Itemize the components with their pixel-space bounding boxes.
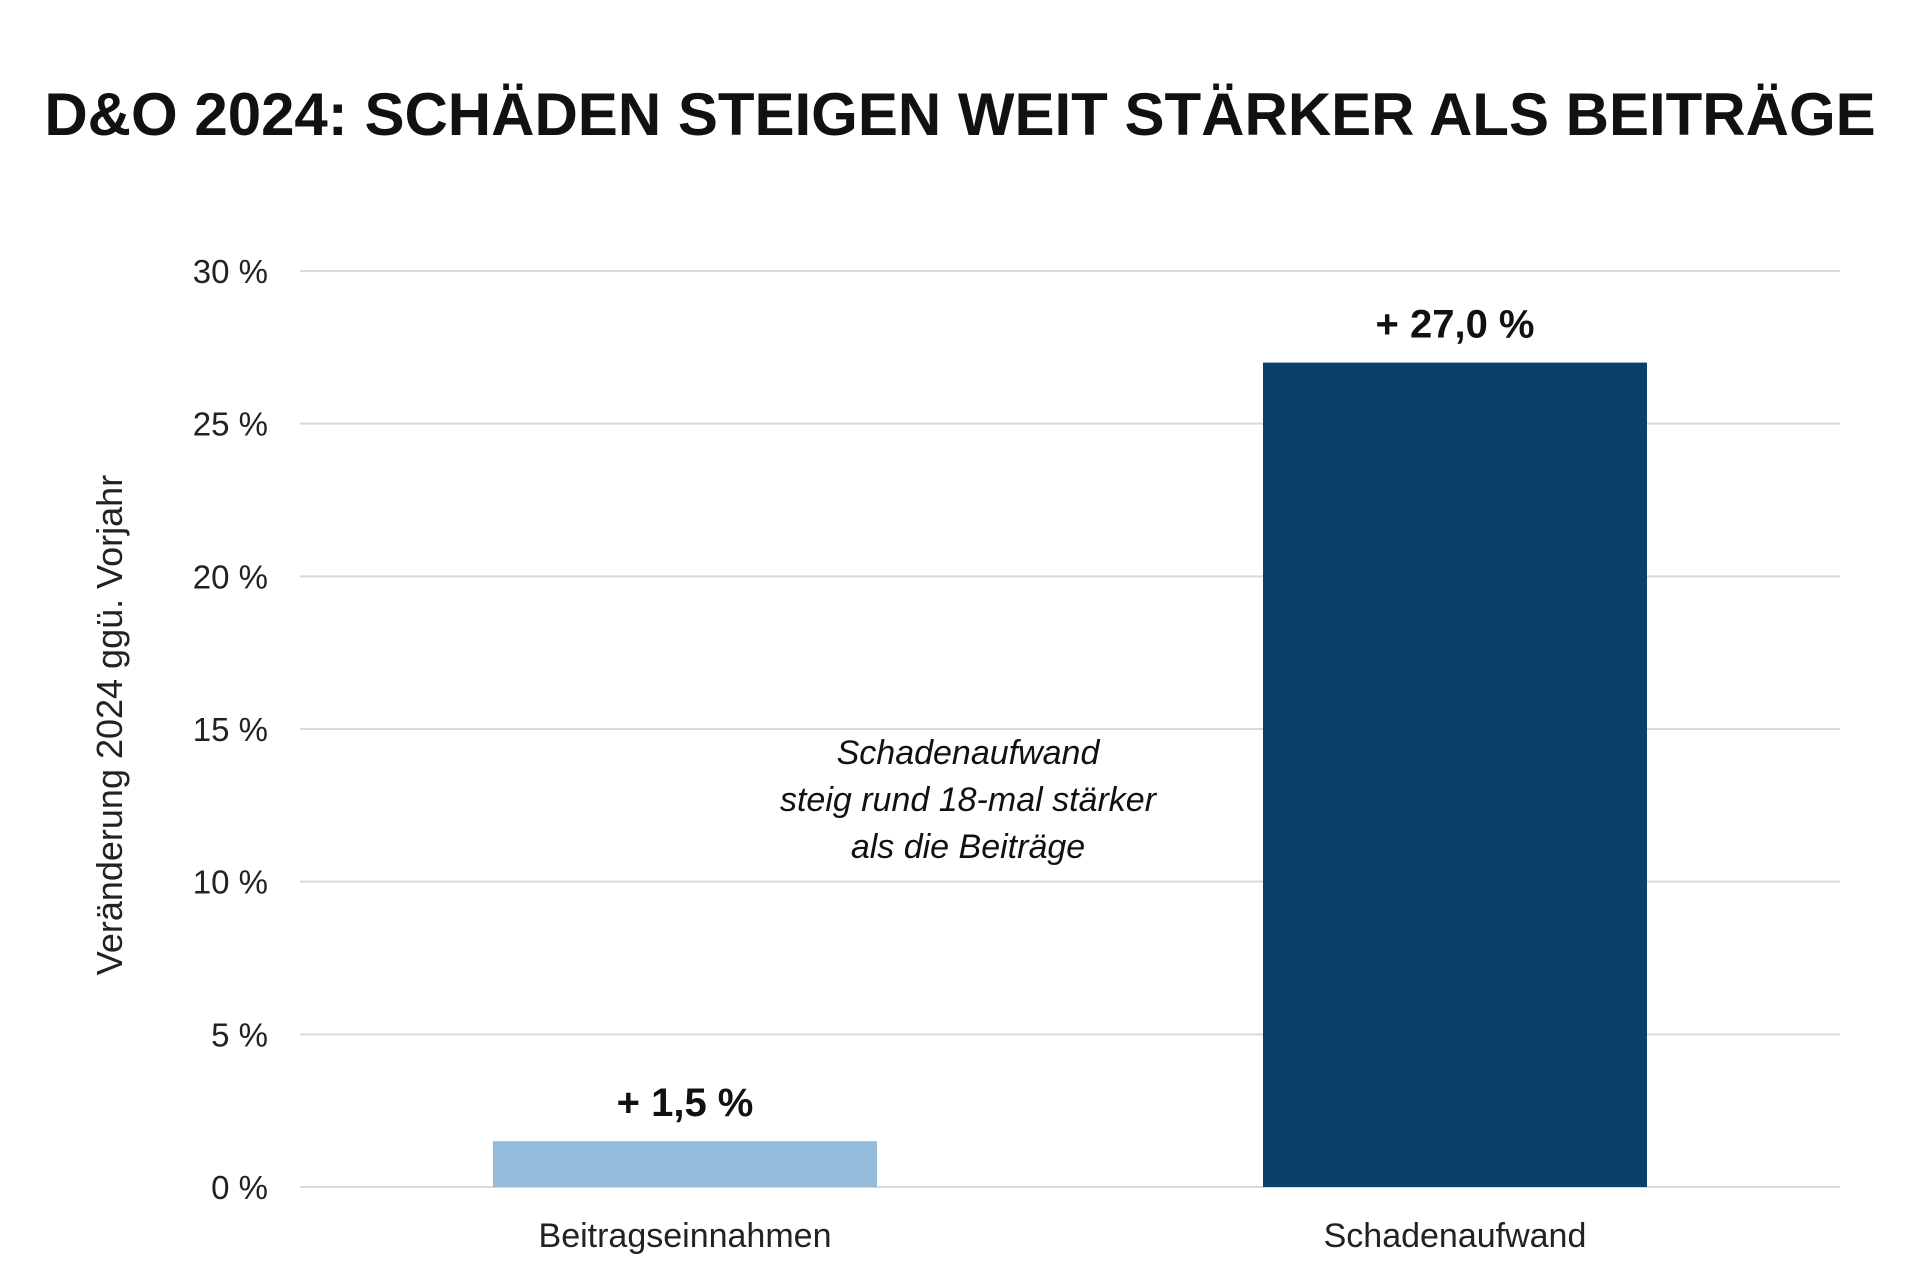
grid-layer (300, 270, 1840, 1188)
data-label-layer: + 1,5 % + 27,0 % (617, 303, 1535, 1126)
y-tick-label: 25 % (193, 406, 268, 443)
category-label-layer: Beitragseinnahmen Schadenaufwand (539, 1217, 1587, 1255)
annotation-line-3: als die Beiträge (851, 828, 1085, 866)
category-label-beitragseinnahmen: Beitragseinnahmen (539, 1217, 832, 1255)
annotation-line-1: Schadenaufwand (837, 734, 1101, 772)
category-label-schadenaufwand: Schadenaufwand (1324, 1217, 1587, 1255)
y-tick-label: 20 % (193, 558, 268, 595)
bar-layer (493, 362, 1647, 1188)
bar-beitragseinnahmen (493, 1141, 877, 1187)
annotation-line-2: steig rund 18-mal stärker (780, 781, 1158, 819)
bar-schadenaufwand (1263, 362, 1647, 1188)
data-label-beitragseinnahmen: + 1,5 % (617, 1081, 754, 1125)
data-label-schadenaufwand: + 27,0 % (1375, 303, 1534, 347)
y-tick-label: 5 % (211, 1016, 268, 1053)
y-tick-label: 30 % (193, 253, 268, 290)
y-tick-label: 0 % (211, 1169, 268, 1206)
y-tick-layer: 0 % 5 % 10 % 15 % 20 % 25 % 30 % (193, 253, 268, 1206)
y-axis-label: Veränderung 2024 ggü. Vorjahr (89, 475, 130, 975)
y-tick-label: 10 % (193, 864, 268, 901)
chart-title: D&O 2024: SCHÄDEN STEIGEN WEIT STÄRKER A… (44, 81, 1875, 148)
y-tick-label: 15 % (193, 711, 268, 748)
annotation: Schadenaufwand steig rund 18-mal stärker… (780, 734, 1158, 866)
